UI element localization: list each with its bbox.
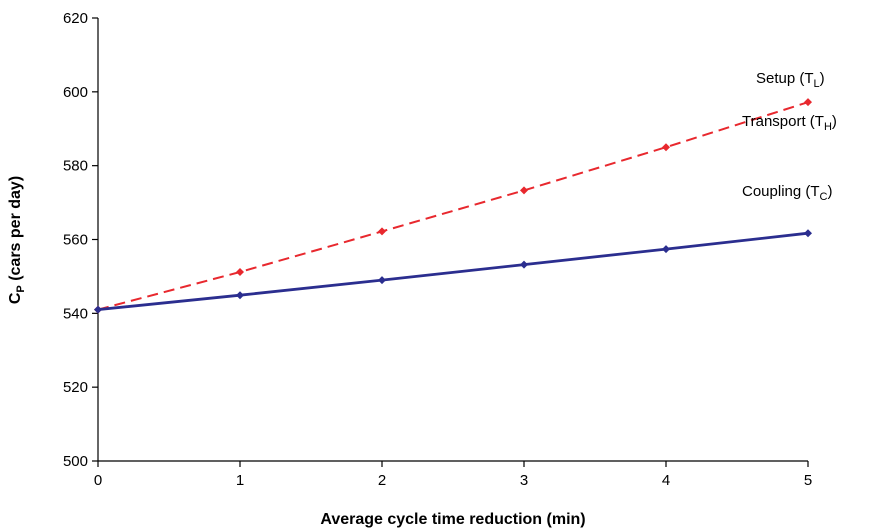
- x-tick-label: 4: [662, 472, 670, 489]
- y-axis-title-main: C: [7, 292, 24, 304]
- data-point: [236, 267, 244, 276]
- axes: 500 520 540 560 580 600 620 0 1 2 3 4 5: [63, 10, 812, 489]
- y-tick-label: 600: [63, 84, 88, 101]
- series-label: Setup (TL): [756, 70, 825, 90]
- series-label-close: ): [828, 183, 833, 200]
- y-tick-label: 540: [63, 305, 88, 322]
- series-label-sub: H: [824, 121, 832, 133]
- data-point: [520, 260, 528, 269]
- series-label-text: Coupling (T: [742, 183, 820, 200]
- series-line-1: [97, 231, 809, 311]
- series-line-0: [97, 101, 809, 311]
- x-tick-label: 2: [378, 472, 386, 489]
- series-label: Transport (TH): [742, 113, 837, 133]
- x-tick-label: 5: [804, 472, 812, 489]
- y-axis-title-rest: (cars per day): [7, 176, 24, 285]
- series-label-close: ): [820, 70, 825, 87]
- x-tick-label: 1: [236, 472, 244, 489]
- y-tick-label: 560: [63, 232, 88, 249]
- x-tick-label: 0: [94, 472, 102, 489]
- y-tick-label: 520: [63, 379, 88, 396]
- data-point: [662, 143, 670, 152]
- series-label-sub: L: [814, 78, 820, 90]
- data-point: [804, 229, 812, 238]
- series-label-text: Setup (T: [756, 70, 814, 87]
- y-tick-label: 580: [63, 158, 88, 175]
- y-tick-label: 620: [63, 10, 88, 27]
- data-point: [378, 227, 386, 236]
- x-tick-label: 3: [520, 472, 528, 489]
- data-point: [378, 276, 386, 285]
- data-point: [94, 305, 102, 314]
- series-label-sub: C: [820, 191, 828, 203]
- series-layer: [94, 98, 812, 314]
- y-tick-label: 500: [63, 453, 88, 470]
- y-axis-title: CP (cars per day): [7, 176, 27, 304]
- data-point: [236, 291, 244, 300]
- series-label-close: ): [832, 113, 837, 130]
- series-label: Coupling (TC): [742, 183, 833, 203]
- data-point: [662, 245, 670, 254]
- y-axis-title-sub: P: [15, 285, 27, 292]
- x-axis-title: Average cycle time reduction (min): [320, 511, 585, 528]
- series-label-text: Transport (T: [742, 113, 824, 130]
- data-point: [520, 186, 528, 195]
- data-point: [804, 98, 812, 107]
- labels-layer: Setup (TL)Transport (TH)Coupling (TC): [742, 70, 837, 203]
